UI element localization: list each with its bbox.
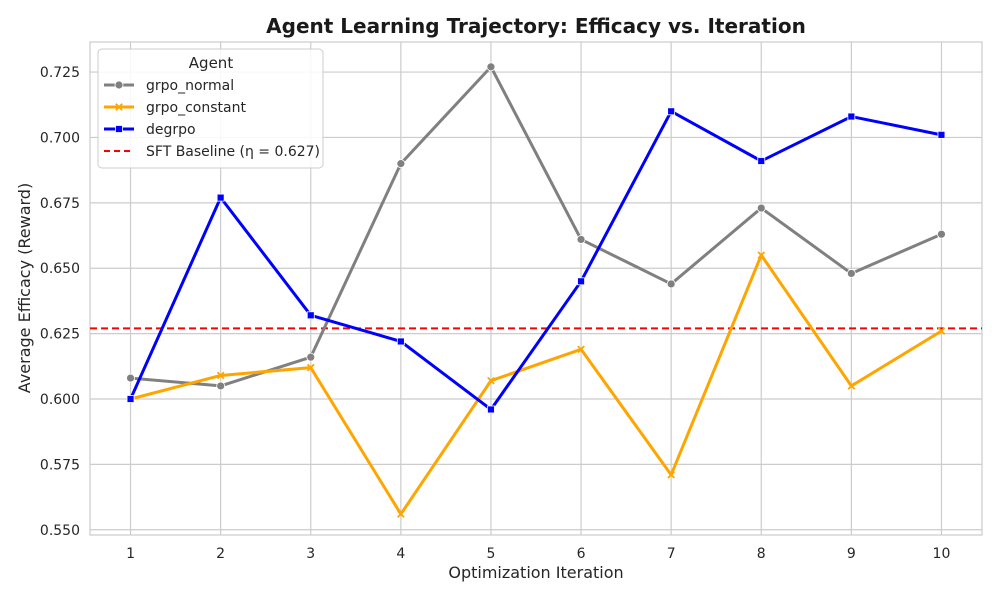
data-point	[396, 159, 406, 169]
data-point	[306, 311, 315, 320]
x-axis-title: Optimization Iteration	[448, 563, 623, 582]
series-degrpo	[126, 107, 946, 414]
x-tick-label: 10	[933, 546, 951, 562]
data-point	[667, 107, 676, 116]
data-point	[216, 371, 225, 380]
data-point	[576, 235, 586, 244]
legend-entry: SFT Baseline (η = 0.627)	[104, 144, 320, 160]
series-line-grpo_constant	[130, 253, 943, 516]
x-tick-label: 3	[306, 546, 315, 562]
data-point	[847, 382, 856, 390]
legend-entry: grpo_constant	[104, 100, 246, 116]
x-tick-label: 1	[126, 546, 135, 562]
legend-marker	[115, 103, 123, 111]
data-point	[756, 203, 766, 213]
y-tick-label: 0.575	[40, 457, 80, 473]
data-point	[666, 279, 676, 289]
x-tick-label: 8	[757, 546, 766, 562]
x-tick-label: 6	[577, 546, 586, 562]
y-tick-label: 0.625	[40, 327, 80, 343]
y-tick-label: 0.650	[40, 261, 80, 277]
y-tick-label: 0.700	[40, 130, 80, 146]
y-tick-label: 0.725	[40, 65, 80, 81]
legend-box	[97, 48, 324, 169]
data-point	[126, 395, 135, 403]
legend-label: SFT Baseline (η = 0.627)	[146, 144, 320, 160]
data-point	[757, 157, 766, 165]
data-point	[846, 269, 856, 278]
data-point	[667, 471, 675, 479]
y-axis-title: Average Efficacy (Reward)	[15, 183, 34, 393]
data-point	[577, 277, 585, 286]
data-point	[487, 376, 495, 385]
legend-entry: grpo_normal	[104, 78, 234, 94]
data-point	[937, 327, 946, 335]
legend-title: Agent	[189, 54, 234, 72]
series-group	[126, 62, 946, 518]
data-point	[487, 405, 495, 414]
data-point	[397, 510, 405, 518]
legend-label: grpo_normal	[146, 78, 234, 94]
legend-marker	[114, 80, 124, 90]
legend-label: grpo_constant	[146, 100, 246, 116]
y-tick-label: 0.600	[40, 392, 80, 408]
data-point	[396, 337, 405, 346]
x-tick-label: 5	[486, 546, 495, 562]
data-point	[216, 381, 226, 391]
data-point	[937, 130, 946, 139]
legend-label: degrpo	[146, 122, 196, 138]
data-point	[937, 229, 946, 239]
data-point	[847, 112, 856, 121]
data-point	[757, 251, 766, 259]
legend-entry: degrpo	[104, 122, 196, 138]
y-tick-label: 0.550	[40, 523, 80, 539]
chart-title: Agent Learning Trajectory: Efficacy vs. …	[266, 14, 806, 38]
data-point	[216, 193, 225, 202]
x-axis-ticks: 1 2 3 4 5 6 7 8 9 10	[126, 546, 950, 562]
data-point	[486, 62, 496, 72]
x-tick-label: 4	[396, 546, 405, 562]
y-tick-label: 0.675	[40, 196, 80, 212]
data-point	[306, 352, 316, 362]
data-point	[577, 345, 585, 354]
data-point	[306, 363, 315, 372]
y-axis-ticks: 0.550 0.575 0.600 0.625 0.650 0.675 0.700 0.725	[40, 65, 80, 539]
data-point	[126, 373, 135, 383]
x-tick-label: 2	[216, 546, 225, 562]
x-tick-label: 9	[847, 546, 856, 562]
legend-marker	[115, 125, 123, 133]
series-line-degrpo	[129, 109, 942, 411]
x-tick-label: 7	[667, 546, 676, 562]
